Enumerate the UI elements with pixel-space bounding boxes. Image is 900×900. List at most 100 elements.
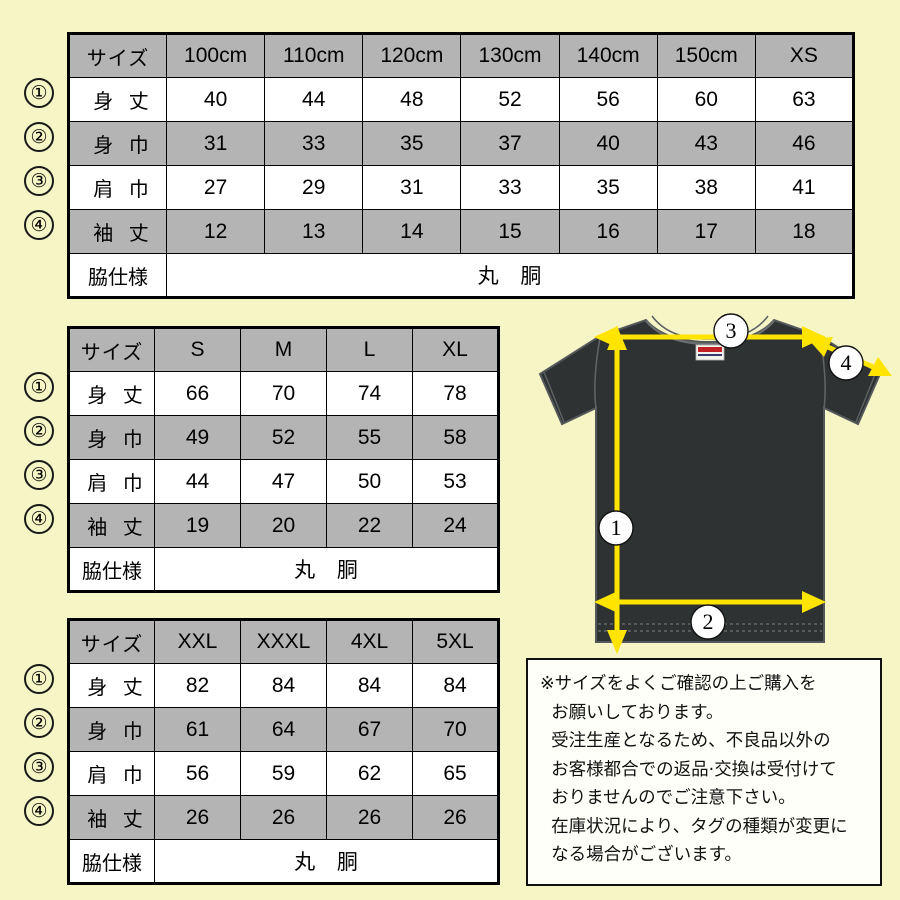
marker-1-table3: ① <box>24 664 54 694</box>
cell: 52 <box>240 415 327 460</box>
table-header-row: サイズ S M L XL <box>68 327 499 372</box>
cell: 53 <box>412 459 499 504</box>
header-cell-size: サイズ <box>68 619 155 664</box>
cell: 41 <box>754 165 855 210</box>
header-cell-100cm: 100cm <box>165 33 266 78</box>
marker-4-table1: ④ <box>24 210 54 240</box>
header-cell-110cm: 110cm <box>264 33 364 78</box>
row-label-body-width: 身 巾 <box>68 121 167 166</box>
cell: 18 <box>754 209 855 254</box>
header-cell-4xl: 4XL <box>326 619 413 664</box>
header-cell-xs: XS <box>754 33 855 78</box>
cell: 82 <box>154 663 241 708</box>
header-cell-xxl: XXL <box>154 619 241 664</box>
cell: 52 <box>460 77 560 122</box>
table-header-row: サイズ 100cm 110cm 120cm 130cm 140cm 150cm … <box>68 33 855 78</box>
header-cell-130cm: 130cm <box>460 33 560 78</box>
cell: 84 <box>326 663 413 708</box>
diagram-marker-1: 1 <box>598 510 634 546</box>
cell: 27 <box>165 165 266 210</box>
row-label-shoulder-width: 肩 巾 <box>68 165 167 210</box>
cell: 37 <box>460 121 560 166</box>
table-row: 身 丈 40 44 48 52 56 60 63 <box>68 77 855 122</box>
table-row: 身 丈 66 70 74 78 <box>68 371 499 416</box>
diagram-marker-3-label: 3 <box>726 318 737 343</box>
cell: 24 <box>412 503 499 548</box>
row-label-sleeve-length: 袖 丈 <box>68 795 155 840</box>
table-row: 身 丈 82 84 84 84 <box>68 663 499 708</box>
cell: 26 <box>154 795 241 840</box>
marker-column-table2: ① ② ③ ④ <box>24 326 68 588</box>
table-row: 袖 丈 12 13 14 15 16 17 18 <box>68 209 855 254</box>
footer-label-side-spec: 脇仕様 <box>68 547 155 592</box>
table-row: 肩 巾 44 47 50 53 <box>68 459 499 504</box>
cell: 58 <box>412 415 499 460</box>
cell: 47 <box>240 459 327 504</box>
diagram-marker-3: 3 <box>713 313 749 349</box>
header-cell-m: M <box>240 327 327 372</box>
cell: 78 <box>412 371 499 416</box>
cell: 29 <box>264 165 364 210</box>
marker-2-table2: ② <box>24 416 54 446</box>
diagram-marker-2: 2 <box>690 604 726 640</box>
cell: 26 <box>412 795 499 840</box>
marker-3-table1: ③ <box>24 166 54 196</box>
cell: 43 <box>656 121 756 166</box>
size-table-big: サイズ XXL XXXL 4XL 5XL 身 丈 82 84 84 84 身 巾… <box>67 618 500 885</box>
marker-3-table3: ③ <box>24 752 54 782</box>
cell: 60 <box>656 77 756 122</box>
table-row: 身 巾 61 64 67 70 <box>68 707 499 752</box>
diagram-marker-2-label: 2 <box>703 609 714 634</box>
measure-arrow-shoulder-width <box>594 326 826 348</box>
cell: 40 <box>165 77 266 122</box>
cell: 20 <box>240 503 327 548</box>
cell: 16 <box>558 209 658 254</box>
marker-4-table2: ④ <box>24 504 54 534</box>
size-table-adult: サイズ S M L XL 身 丈 66 70 74 78 身 巾 49 52 5… <box>67 326 500 593</box>
header-cell-xxxl: XXXL <box>240 619 327 664</box>
row-label-body-length: 身 丈 <box>68 77 167 122</box>
cell: 63 <box>754 77 855 122</box>
cell: 67 <box>326 707 413 752</box>
cell: 26 <box>326 795 413 840</box>
row-label-shoulder-width: 肩 巾 <box>68 459 155 504</box>
cell: 70 <box>412 707 499 752</box>
cell: 12 <box>165 209 266 254</box>
row-label-sleeve-length: 袖 丈 <box>68 209 167 254</box>
cell: 74 <box>326 371 413 416</box>
marker-column-table1: ① ② ③ ④ <box>24 32 68 294</box>
table-footer-row: 脇仕様 丸 胴 <box>68 253 854 298</box>
header-cell-5xl: 5XL <box>412 619 499 664</box>
diagram-marker-4: 4 <box>828 345 864 381</box>
cell: 15 <box>460 209 560 254</box>
cell: 56 <box>154 751 241 796</box>
row-label-body-length: 身 丈 <box>68 371 155 416</box>
footer-value-side-spec: 丸 胴 <box>154 547 499 592</box>
cell: 13 <box>264 209 364 254</box>
table-footer-row: 脇仕様 丸 胴 <box>68 839 499 884</box>
row-label-body-width: 身 巾 <box>68 415 155 460</box>
footer-label-side-spec: 脇仕様 <box>68 839 155 884</box>
cell: 38 <box>656 165 756 210</box>
cell: 33 <box>460 165 560 210</box>
table-row: 身 巾 31 33 35 37 40 43 46 <box>68 121 855 166</box>
cell: 35 <box>558 165 658 210</box>
cell: 31 <box>362 165 462 210</box>
cell: 40 <box>558 121 658 166</box>
header-cell-size: サイズ <box>68 33 167 78</box>
footer-value-side-spec: 丸 胴 <box>166 253 854 298</box>
marker-1-table2: ① <box>24 372 54 402</box>
header-cell-s: S <box>154 327 241 372</box>
marker-2-table3: ② <box>24 708 54 738</box>
diagram-marker-1-label: 1 <box>611 515 622 540</box>
table-row: 袖 丈 26 26 26 26 <box>68 795 499 840</box>
cell: 56 <box>558 77 658 122</box>
table-row: 肩 巾 56 59 62 65 <box>68 751 499 796</box>
cell: 14 <box>362 209 462 254</box>
header-cell-l: L <box>326 327 413 372</box>
cell: 33 <box>264 121 364 166</box>
cell: 44 <box>264 77 364 122</box>
row-label-body-length: 身 丈 <box>68 663 155 708</box>
cell: 62 <box>326 751 413 796</box>
